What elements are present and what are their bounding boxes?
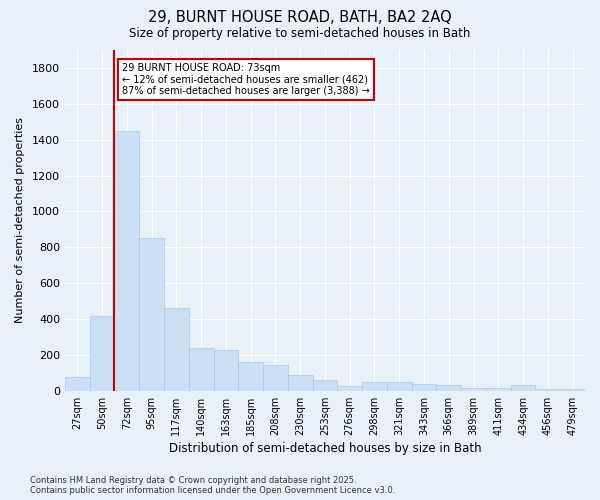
- Bar: [486, 388, 511, 391]
- Text: 29 BURNT HOUSE ROAD: 73sqm
← 12% of semi-detached houses are smaller (462)
87% o: 29 BURNT HOUSE ROAD: 73sqm ← 12% of semi…: [122, 62, 370, 96]
- Bar: [362, 382, 387, 391]
- Bar: [164, 308, 189, 391]
- Bar: [511, 384, 535, 391]
- Bar: [189, 348, 214, 391]
- Bar: [115, 130, 139, 391]
- Bar: [436, 386, 461, 391]
- Bar: [214, 350, 238, 391]
- Bar: [387, 382, 412, 391]
- Bar: [89, 316, 115, 391]
- Bar: [139, 238, 164, 391]
- Bar: [535, 388, 560, 391]
- Bar: [288, 374, 313, 391]
- Text: Size of property relative to semi-detached houses in Bath: Size of property relative to semi-detach…: [130, 28, 470, 40]
- Bar: [65, 378, 89, 391]
- Bar: [412, 384, 436, 391]
- Text: Contains HM Land Registry data © Crown copyright and database right 2025.
Contai: Contains HM Land Registry data © Crown c…: [30, 476, 395, 495]
- Bar: [238, 362, 263, 391]
- Bar: [461, 388, 486, 391]
- X-axis label: Distribution of semi-detached houses by size in Bath: Distribution of semi-detached houses by …: [169, 442, 481, 455]
- Bar: [337, 386, 362, 391]
- Bar: [263, 365, 288, 391]
- Bar: [313, 380, 337, 391]
- Text: 29, BURNT HOUSE ROAD, BATH, BA2 2AQ: 29, BURNT HOUSE ROAD, BATH, BA2 2AQ: [148, 10, 452, 25]
- Bar: [560, 390, 585, 391]
- Y-axis label: Number of semi-detached properties: Number of semi-detached properties: [15, 118, 25, 324]
